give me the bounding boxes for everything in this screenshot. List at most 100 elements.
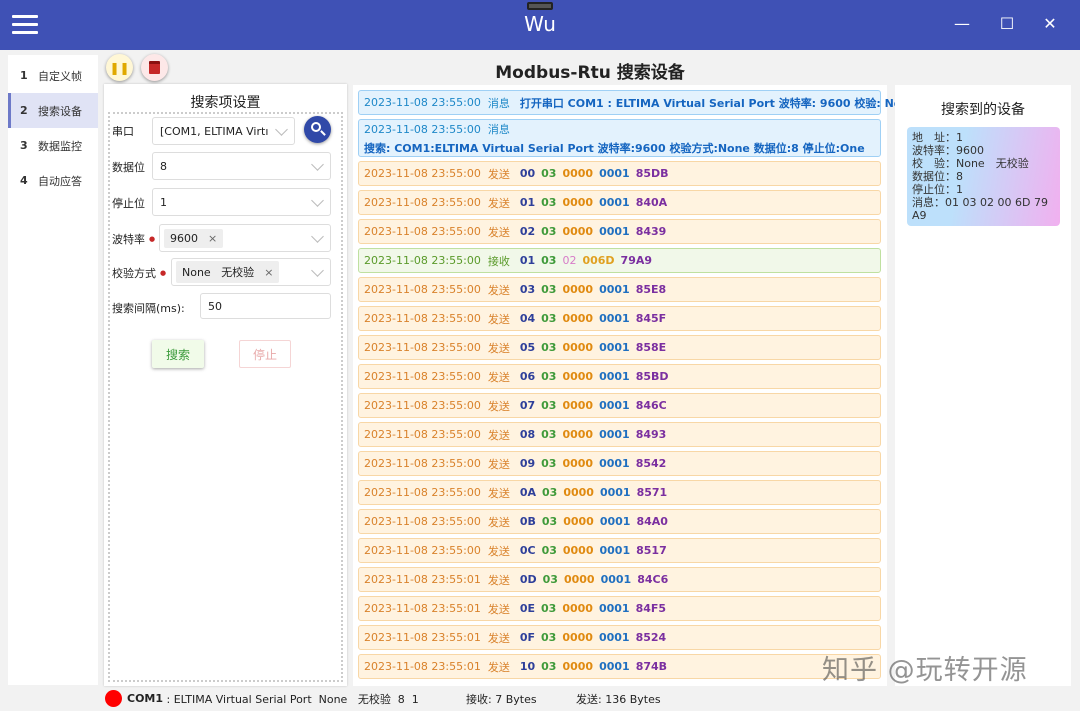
hex-field: 79A9: [620, 254, 653, 267]
interval-value: 50: [208, 299, 222, 313]
hex-field: 0F: [519, 631, 535, 644]
clear-button[interactable]: [141, 54, 168, 81]
hex-field: 09: [519, 457, 536, 470]
log-timestamp: 2023-11-08 23:55:00: [364, 544, 481, 557]
log-timestamp: 2023-11-08 23:55:00: [364, 341, 481, 354]
device-databits: 数据位：8: [912, 170, 963, 183]
pause-button[interactable]: ❚❚: [106, 54, 133, 81]
settings-title: 搜索项设置: [190, 95, 261, 111]
log-row: 2023-11-08 23:55:00 发送 09 03 0000 0001 8542: [358, 451, 881, 476]
search-port-button[interactable]: [304, 116, 331, 143]
hex-field: 8542: [635, 457, 667, 470]
nav-number: 3: [20, 139, 28, 152]
databits-value: 8: [160, 159, 167, 173]
hex-field: 03: [541, 457, 557, 470]
device-message: 消息：01 03 02 00 6D 79 A9: [912, 196, 1048, 222]
databits-select[interactable]: 8: [152, 152, 331, 180]
page-title: Modbus-Rtu 搜索设备: [495, 63, 685, 83]
hex-field: 0000: [562, 631, 593, 644]
hex-field: 0001: [599, 660, 630, 673]
hex-field: 03: [541, 341, 557, 354]
parity-select[interactable]: None 无校验 ×: [171, 258, 331, 286]
found-devices-panel: 搜索到的设备 地 址：1 波特率：9600 校 验：None 无校验 数据位：8…: [895, 85, 1071, 686]
required-marker: ●: [160, 269, 167, 277]
hex-field: 0001: [599, 167, 630, 180]
hex-field: 06: [519, 370, 536, 383]
stopbits-select[interactable]: 1: [152, 188, 331, 216]
sidebar-item-data-monitor[interactable]: 3 数据监控: [8, 128, 98, 163]
interval-label: 搜索间隔(ms):: [112, 302, 185, 315]
hex-field: 03: [541, 428, 557, 441]
device-stopbits: 停止位：1: [912, 183, 963, 196]
port-select[interactable]: [COM1, ELTIMA Virtı: [152, 117, 295, 145]
log-row: 2023-11-08 23:55:00 消息 打开串口 COM1 : ELTIMA …: [358, 90, 917, 115]
log-row: 2023-11-08 23:55:00 发送 0A 03 0000 0001 8571: [358, 480, 881, 505]
log-row: 2023-11-08 23:55:00 发送 07 03 0000 0001 846C: [358, 393, 881, 418]
maximize-button[interactable]: ☐: [999, 14, 1015, 33]
sidebar-item-search-device[interactable]: 2 搜索设备: [8, 93, 98, 128]
log-timestamp: 2023-11-08 23:55:00: [364, 428, 481, 441]
hex-field: 0001: [599, 457, 630, 470]
log-timestamp: 2023-11-08 23:55:00: [364, 283, 481, 296]
sidebar-item-auto-reply[interactable]: 4 自动应答: [8, 163, 98, 198]
log-row: 2023-11-08 23:55:01 发送 0F 03 0000 0001 8524: [358, 625, 881, 650]
log-kind: 发送: [487, 341, 510, 355]
port-value: [COM1, ELTIMA Virtı: [160, 124, 269, 138]
hex-field: 00: [519, 167, 536, 180]
hex-field: 0001: [599, 399, 630, 412]
log-row: 2023-11-08 23:55:01 发送 10 03 0000 0001 874B: [358, 654, 881, 679]
log-kind: 发送: [487, 486, 510, 500]
interval-input[interactable]: 50: [200, 293, 331, 319]
log-kind: 发送: [487, 196, 510, 210]
remove-chip-icon[interactable]: ×: [208, 231, 218, 245]
hex-field: 0000: [563, 573, 595, 586]
log-list[interactable]: 2023-11-08 23:55:00 消息 打开串口 COM1 : ELTIMA …: [353, 85, 917, 686]
sidebar-item-custom-frame[interactable]: 1 自定义帧: [8, 58, 98, 93]
remove-chip-icon[interactable]: ×: [264, 266, 274, 279]
device-card[interactable]: 地 址：1 波特率：9600 校 验：None 无校验 数据位：8 停止位：1 …: [907, 127, 1060, 226]
search-icon: [311, 122, 321, 132]
baud-chip: 9600 ×: [164, 228, 224, 248]
log-kind: 发送: [487, 399, 510, 413]
log-timestamp: 2023-11-08 23:55:00: [364, 486, 481, 499]
log-kind: 发送: [487, 602, 510, 616]
log-timestamp: 2023-11-08 23:55:00: [364, 312, 481, 325]
log-row: 2023-11-08 23:55:00 发送 01 03 0000 0001 840A: [358, 190, 881, 215]
log-kind: 发送: [487, 573, 510, 587]
log-row: 2023-11-08 23:55:00 发送 06 03 0000 0001 85BD: [358, 364, 881, 389]
log-kind: 发送: [487, 167, 510, 181]
log-kind: 发送: [487, 225, 510, 239]
log-row: 2023-11-08 23:55:00 发送 03 03 0000 0001 85E8: [358, 277, 881, 302]
hex-field: 03: [542, 573, 558, 586]
status-port-desc: : ELTIMA Virtual Serial Port None 无校验 8 …: [163, 692, 419, 706]
title-bar: Wu — ☐ ✕: [0, 0, 1080, 50]
nav-label: 搜索设备: [38, 104, 82, 118]
sidebar: 1 自定义帧 2 搜索设备 3 数据监控 4 自动应答: [8, 55, 98, 685]
hex-field: 84C6: [637, 573, 669, 586]
hex-field: 0001: [599, 312, 630, 325]
hex-field: 85E8: [635, 283, 667, 296]
log-row: 2023-11-08 23:55:00 发送 04 03 0000 0001 845F: [358, 306, 881, 331]
minimize-button[interactable]: —: [954, 14, 970, 33]
window-notch: [527, 2, 553, 10]
hex-field: 858E: [635, 341, 667, 354]
hamburger-menu-icon[interactable]: [12, 15, 38, 35]
hex-field: 03: [519, 283, 536, 296]
search-button[interactable]: 搜索: [152, 340, 204, 368]
nav-number: 4: [20, 174, 28, 187]
stop-button[interactable]: 停止: [239, 340, 291, 368]
hex-field: 874B: [635, 660, 668, 673]
log-kind: 消息: [487, 96, 510, 110]
close-button[interactable]: ✕: [1043, 14, 1057, 33]
log-row: 2023-11-08 23:55:00 发送 05 03 0000 0001 858E: [358, 335, 881, 360]
parity-chip: None 无校验 ×: [176, 261, 280, 283]
baud-select[interactable]: 9600 ×: [159, 224, 331, 252]
hex-field: 03: [541, 225, 557, 238]
app-title: Wu: [524, 12, 556, 36]
hex-field: 08: [519, 428, 536, 441]
nav-label: 自动应答: [38, 174, 82, 188]
hex-field: 0001: [599, 225, 630, 238]
hex-field: 01: [519, 196, 536, 209]
hex-field: 0001: [599, 544, 631, 557]
hex-field: 03: [541, 515, 558, 528]
